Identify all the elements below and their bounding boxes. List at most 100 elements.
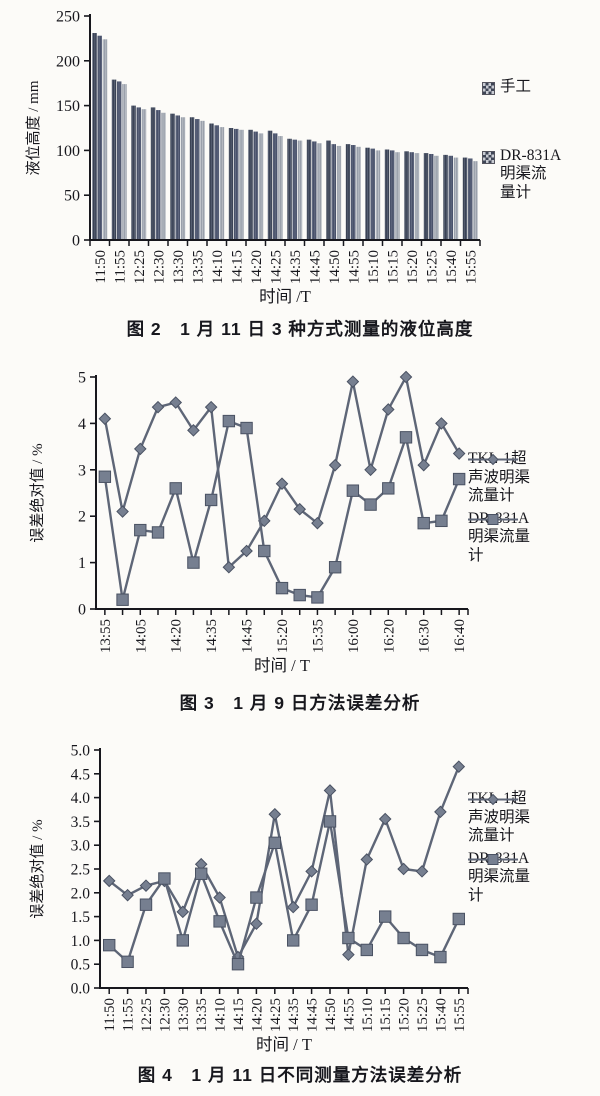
- x-tick-label: 16:40: [452, 619, 468, 653]
- y-tick-label: 250: [56, 9, 80, 26]
- bar: [404, 151, 409, 240]
- y-tick-label: 50: [64, 188, 80, 205]
- data-point-square: [293, 588, 306, 602]
- bar: [131, 105, 136, 240]
- bar: [326, 140, 331, 240]
- data-point-diamond: [151, 400, 165, 414]
- data-point-square: [328, 561, 342, 574]
- x-tick-label: 15:40: [433, 998, 449, 1032]
- bar: [267, 130, 273, 240]
- bar: [102, 39, 108, 240]
- data-point-diamond: [435, 417, 448, 430]
- x-tick-label: 12:30: [157, 998, 173, 1032]
- data-point-square: [116, 593, 129, 606]
- bar: [409, 152, 414, 240]
- figure2-bar-chart: 11:50 11:55 12:25 12:30 13:30 13:35 14:10 14:15…: [25, 9, 481, 306]
- x-tick-label: 14:05: [133, 619, 149, 653]
- legend-diamond-marker-icon: [468, 453, 518, 466]
- data-point-square: [382, 482, 395, 495]
- x-tick-label: 16:20: [381, 619, 397, 653]
- data-point-square: [399, 431, 413, 444]
- x-tick-label: 14:55: [341, 998, 357, 1032]
- bar: [258, 133, 264, 240]
- bar: [336, 145, 342, 240]
- bar: [375, 150, 381, 240]
- data-point-diamond: [452, 760, 466, 773]
- line-series: [102, 760, 466, 964]
- data-point-square: [151, 526, 165, 539]
- data-point-square: [397, 931, 410, 945]
- data-point-square: [240, 421, 253, 435]
- data-point-square: [176, 934, 190, 947]
- data-point-diamond: [102, 874, 116, 888]
- data-point-square: [415, 943, 429, 957]
- x-tick-label: 14:10: [213, 998, 229, 1032]
- figure4-caption: 图 4 1 月 11 日不同测量方法误差分析: [137, 1065, 463, 1085]
- y-tick-label: 0.5: [71, 957, 91, 974]
- bar: [473, 161, 478, 240]
- x-tick-label: 14:35: [204, 619, 220, 653]
- data-point-diamond: [222, 560, 236, 574]
- data-point-square: [134, 523, 147, 537]
- line-series: [98, 414, 466, 606]
- bar: [156, 110, 161, 240]
- x-tick-label: 16:00: [346, 619, 362, 653]
- data-point-square: [379, 910, 392, 923]
- y-axis-title: 液位高度 / mm: [25, 80, 42, 175]
- x-tick-label: 14:20: [249, 250, 265, 284]
- x-tick-label: 15:10: [366, 250, 382, 284]
- bar: [219, 127, 225, 240]
- data-point-square: [213, 915, 226, 928]
- bar: [414, 153, 420, 240]
- y-tick-label: 1.0: [71, 933, 91, 950]
- y-tick-label: 200: [56, 53, 80, 70]
- y-tick-label: 4.0: [71, 790, 91, 807]
- data-point-diamond: [250, 917, 263, 931]
- data-point-diamond: [213, 891, 226, 904]
- x-tick-label: 16:30: [417, 619, 433, 653]
- data-point-square: [195, 867, 208, 880]
- data-point-diamond: [360, 853, 374, 866]
- bar: [200, 120, 205, 240]
- data-point-square: [222, 414, 236, 428]
- x-tick-label: 14:25: [268, 250, 284, 284]
- bar: [111, 79, 117, 240]
- data-point-square: [121, 955, 134, 969]
- x-tick-label: 14:15: [229, 250, 245, 284]
- figure2-caption: 图 2 1 月 11 日 3 种方式测量的液位高度: [126, 319, 474, 339]
- bar: [92, 33, 97, 240]
- x-tick-label: 11:50: [93, 250, 109, 284]
- bar: [331, 144, 336, 240]
- data-point-square: [204, 493, 218, 507]
- data-point-square: [364, 498, 377, 511]
- legend-item: TKL-1超声波明渠流量计: [468, 450, 530, 506]
- x-tick-label: 11:55: [121, 998, 137, 1032]
- bar: [312, 141, 317, 240]
- y-tick-label: 2.5: [71, 862, 91, 879]
- bar: [150, 107, 156, 240]
- data-point-diamond: [240, 544, 253, 558]
- data-point-diamond: [452, 447, 466, 460]
- bar: [234, 128, 239, 240]
- x-tick-label: 15:35: [310, 619, 326, 653]
- x-tick-label: 13:55: [98, 619, 114, 653]
- x-tick-label: 15:10: [360, 998, 376, 1032]
- data-point-diamond: [98, 412, 112, 426]
- legend-diamond-marker-icon: [468, 793, 518, 806]
- x-axis-title: 时间 / T: [254, 656, 310, 675]
- x-tick-label: 15:20: [397, 998, 413, 1032]
- legend-square-marker-icon: [468, 513, 518, 525]
- data-point-square: [360, 943, 374, 957]
- bar: [370, 148, 375, 240]
- data-point-square: [268, 836, 282, 850]
- x-tick-label: 12:25: [139, 998, 155, 1032]
- figure3-caption: 图 3 1 月 9 日方法误差分析: [179, 693, 421, 713]
- x-tick-label: 14:45: [240, 619, 256, 653]
- legend-item: TKL-1超声波明渠流量计: [468, 790, 530, 846]
- bar: [278, 136, 283, 240]
- y-tick-label: 1: [78, 555, 86, 572]
- bar: [384, 149, 390, 240]
- figure-3: 13:55 14:05 14:20 14:35 14:45 15:20 15:35 16:00…: [0, 365, 600, 725]
- y-tick-label: 1.5: [71, 909, 91, 926]
